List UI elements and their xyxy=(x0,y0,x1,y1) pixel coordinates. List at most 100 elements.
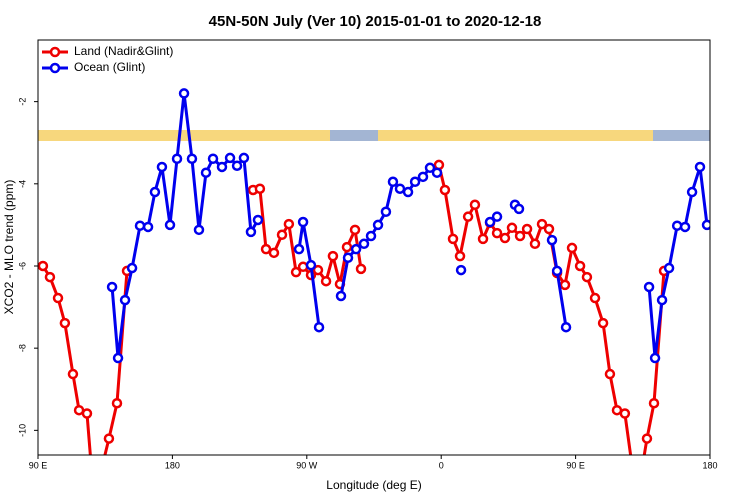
y-tick-label: -6 xyxy=(17,262,27,270)
data-point xyxy=(38,260,49,272)
x-axis-label: Longitude (deg E) xyxy=(326,478,421,492)
data-point xyxy=(358,238,370,250)
data-point xyxy=(409,176,421,188)
data-point xyxy=(536,218,548,230)
legend-label: Ocean (Glint) xyxy=(74,60,145,74)
data-point xyxy=(149,186,161,198)
y-tick-label: -4 xyxy=(17,180,27,188)
data-point xyxy=(387,176,399,188)
data-point xyxy=(671,220,683,231)
land-ocean-strip xyxy=(38,130,710,141)
data-point xyxy=(513,203,525,215)
data-point xyxy=(216,161,228,173)
chart-title: 45N-50N July (Ver 10) 2015-01-01 to 2020… xyxy=(209,13,542,30)
data-point xyxy=(231,160,243,171)
data-point xyxy=(431,167,443,178)
data-point xyxy=(560,321,572,333)
data-point xyxy=(67,368,79,380)
data-point xyxy=(171,153,183,164)
data-point xyxy=(335,290,347,302)
data-point xyxy=(694,161,706,173)
x-tick-label: 0 xyxy=(439,460,444,470)
data-point xyxy=(207,153,219,164)
data-point xyxy=(462,211,474,222)
data-point xyxy=(350,243,362,255)
data-point xyxy=(380,206,392,218)
data-point xyxy=(134,220,146,231)
data-point xyxy=(484,216,496,228)
data-point xyxy=(641,433,653,444)
data-point xyxy=(529,238,541,250)
data-point xyxy=(293,243,305,255)
data-point xyxy=(559,279,571,291)
legend-marker xyxy=(49,46,61,58)
data-point xyxy=(106,281,118,293)
data-point xyxy=(59,317,71,329)
data-point xyxy=(156,161,168,173)
data-point xyxy=(648,397,660,409)
data-point xyxy=(245,226,257,238)
data-point xyxy=(290,266,302,278)
y-tick-label: -10 xyxy=(17,424,27,437)
y-axis-label: XCO2 - MLO trend (ppm) xyxy=(2,180,16,315)
data-point xyxy=(574,260,586,272)
data-point xyxy=(469,199,481,211)
data-point xyxy=(283,218,295,230)
data-point xyxy=(103,433,115,444)
data-point xyxy=(355,263,367,275)
data-point xyxy=(589,292,601,304)
data-point xyxy=(111,397,123,409)
data-point xyxy=(305,259,317,271)
data-point xyxy=(686,186,698,198)
data-point xyxy=(193,224,205,236)
data-point xyxy=(514,230,526,242)
data-point xyxy=(268,247,280,259)
data-point xyxy=(342,252,354,264)
ocean-strip xyxy=(38,130,710,141)
data-point xyxy=(372,219,384,231)
data-point xyxy=(597,317,609,329)
x-tick-label: 90 E xyxy=(566,460,585,470)
data-point xyxy=(546,234,558,246)
y-tick-label: -2 xyxy=(17,98,27,106)
data-point xyxy=(619,408,631,419)
data-point xyxy=(649,352,661,364)
data-point xyxy=(701,219,710,231)
data-point xyxy=(126,262,138,274)
data-point xyxy=(327,250,339,262)
land-strip xyxy=(378,130,653,141)
data-point xyxy=(581,271,593,283)
data-point xyxy=(112,352,124,364)
data-point xyxy=(679,221,691,233)
data-point xyxy=(566,242,578,254)
data-point xyxy=(238,152,250,164)
data-point xyxy=(477,233,489,245)
data-point xyxy=(439,184,451,196)
data-point xyxy=(52,292,64,304)
data-point xyxy=(455,264,467,276)
data-point xyxy=(81,408,93,419)
land-strip xyxy=(38,130,330,141)
x-tick-label: 90 W xyxy=(296,460,318,470)
data-point xyxy=(417,171,429,183)
data-point xyxy=(254,183,266,194)
data-point xyxy=(491,227,503,239)
x-tick-label: 90 E xyxy=(29,460,48,470)
data-point xyxy=(394,183,406,194)
data-point xyxy=(521,223,533,235)
data-point xyxy=(424,162,436,174)
data-point xyxy=(402,186,414,198)
data-point xyxy=(341,241,353,253)
data-point xyxy=(491,211,503,222)
data-point xyxy=(643,281,655,293)
data-point xyxy=(320,275,332,287)
data-point xyxy=(44,271,56,283)
data-point xyxy=(506,222,518,234)
data-point xyxy=(312,264,324,276)
data-point xyxy=(365,230,377,242)
data-point xyxy=(663,262,675,274)
legend-label: Land (Nadir&Glint) xyxy=(74,44,173,58)
plot-marks xyxy=(38,88,710,455)
data-point xyxy=(447,233,459,245)
plot-frame xyxy=(37,39,711,456)
